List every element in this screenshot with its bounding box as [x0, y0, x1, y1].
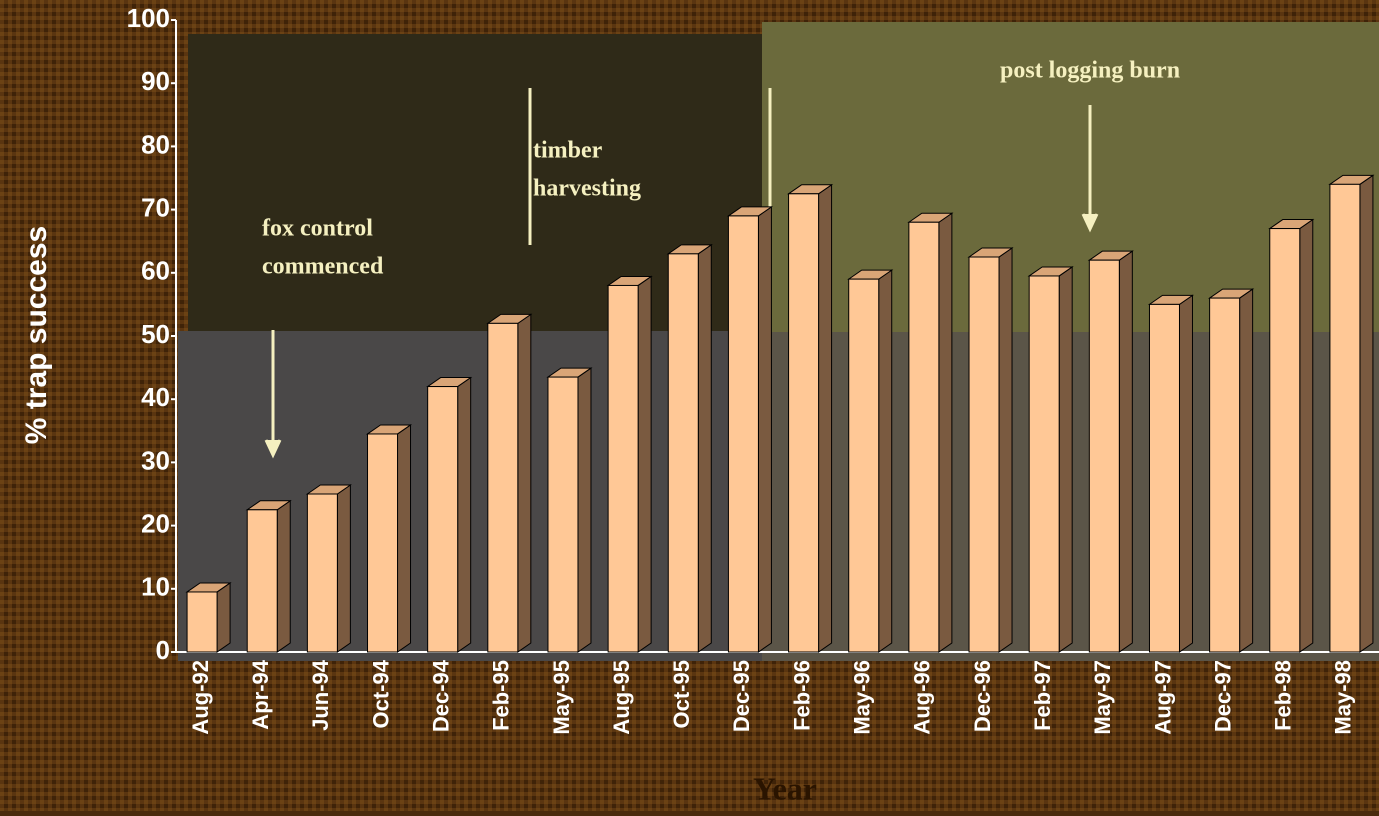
bar-side	[998, 247, 1013, 653]
y-tick-label: 80	[141, 129, 170, 159]
bar-side	[878, 269, 893, 653]
bar-side	[1299, 218, 1314, 653]
y-tick-label: 40	[141, 382, 170, 412]
x-tick-label: Jun-94	[308, 659, 333, 731]
annotation: fox control	[262, 216, 373, 242]
bar-side	[1118, 250, 1133, 653]
y-tick-label: 30	[141, 445, 170, 475]
bar-side	[697, 243, 712, 653]
bar-side	[757, 205, 772, 653]
bar-side	[336, 484, 351, 653]
bar-side	[577, 367, 592, 653]
bar-side	[1359, 174, 1374, 653]
y-tick-label: 50	[141, 319, 170, 349]
x-tick-label: Dec-96	[970, 660, 995, 732]
bar-side	[397, 424, 412, 653]
bar	[186, 591, 218, 653]
x-tick-label: Aug-92	[188, 660, 213, 735]
x-tick-label: May-95	[549, 660, 574, 735]
bar-side	[1239, 288, 1254, 653]
bar-side	[457, 376, 472, 653]
x-tick-label: Oct-94	[368, 659, 393, 728]
y-tick-label: 20	[141, 508, 170, 538]
bar	[667, 253, 699, 653]
bar	[1209, 297, 1241, 653]
x-tick-label: Feb-97	[1030, 660, 1055, 731]
bar-side	[938, 212, 953, 653]
bar	[1088, 259, 1120, 653]
y-tick-label: 90	[141, 66, 170, 96]
bar	[1329, 183, 1361, 653]
x-tick-label: Apr-94	[248, 659, 273, 729]
bar	[968, 256, 1000, 653]
y-tick-label: 10	[141, 572, 170, 602]
y-tick-label: 70	[141, 192, 170, 222]
bar	[1028, 275, 1060, 653]
x-tick-label: Aug-96	[910, 660, 935, 735]
x-tick-label: Aug-95	[609, 660, 634, 735]
annotation: harvesting	[533, 176, 641, 202]
y-tick-label: 60	[141, 256, 170, 286]
bar-side	[1058, 266, 1073, 653]
y-tick-label: 0	[156, 635, 170, 665]
annotation: timber	[533, 138, 603, 164]
y-axis-label: % trap success	[20, 226, 53, 444]
x-tick-label: May-97	[1090, 660, 1115, 735]
bar	[848, 278, 880, 653]
x-tick-label: May-98	[1331, 660, 1356, 735]
bar	[427, 386, 459, 653]
x-tick-label: Feb-95	[489, 660, 514, 731]
bar	[788, 193, 820, 653]
bar-side	[1178, 294, 1193, 653]
bar	[367, 433, 399, 653]
x-tick-label: May-96	[850, 660, 875, 735]
y-tick-label: 100	[127, 3, 170, 33]
x-tick-label: Dec-97	[1210, 660, 1235, 732]
x-tick-label: Dec-94	[428, 659, 453, 732]
bar	[1269, 228, 1301, 653]
bar	[727, 215, 759, 653]
annotation-arrows	[264, 88, 1099, 459]
bar-side	[517, 313, 532, 653]
bar	[246, 509, 278, 653]
x-tick-label: Feb-98	[1271, 660, 1296, 731]
x-tick-label: Dec-95	[729, 660, 754, 732]
bar	[306, 493, 338, 653]
bar	[487, 322, 519, 653]
annotation: post logging burn	[1000, 58, 1180, 84]
bar	[607, 284, 639, 653]
x-tick-label: Feb-96	[789, 660, 814, 731]
bar-side	[276, 499, 291, 653]
x-tick-label: Aug-97	[1150, 660, 1175, 735]
annotation: commenced	[262, 254, 384, 280]
photo-top-left	[188, 34, 762, 331]
bar	[1148, 303, 1180, 653]
bar-side	[818, 183, 833, 653]
bar-side	[216, 582, 231, 653]
bar	[908, 221, 940, 653]
x-tick-label: Oct-95	[669, 660, 694, 728]
bar	[547, 376, 579, 653]
bar-side	[637, 275, 652, 653]
x-axis-label: Year	[753, 770, 817, 806]
